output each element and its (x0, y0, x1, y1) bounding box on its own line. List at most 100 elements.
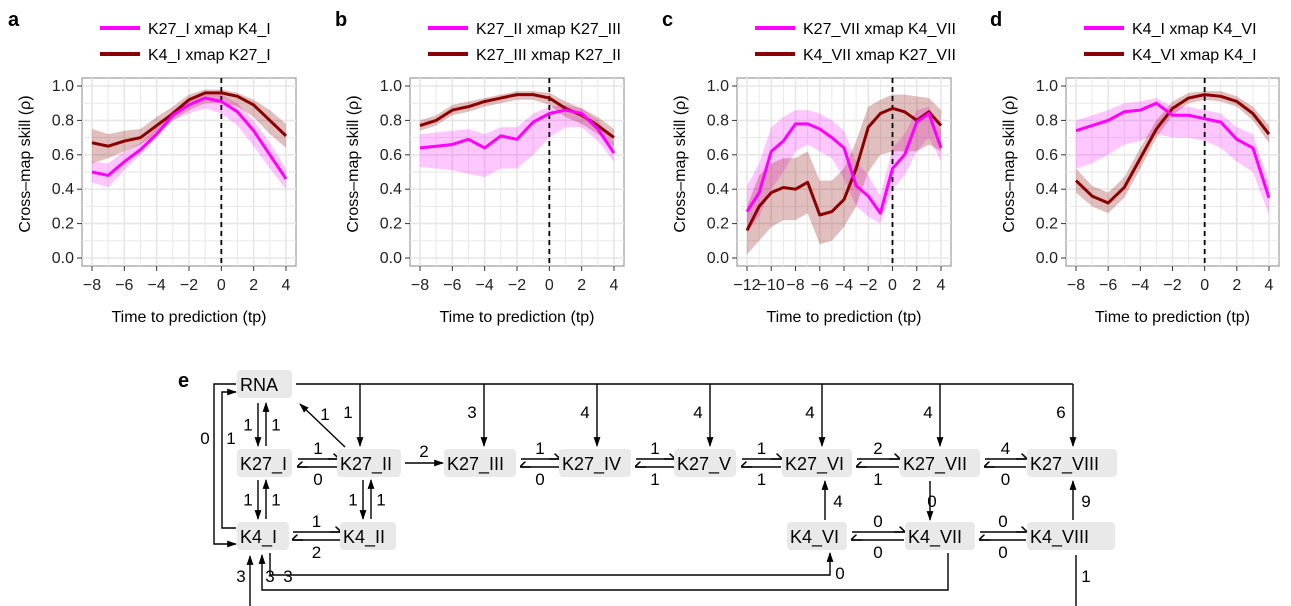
x-axis-label: Time to prediction (tp) (439, 309, 594, 326)
edge-label: 0 (998, 512, 1007, 531)
node-k27-viii-box (1027, 449, 1117, 477)
x-tick-label: −6 (443, 277, 461, 294)
x-tick-label: −2 (859, 277, 877, 294)
network-edges (213, 383, 1077, 606)
node-k27-iii: K27_III (447, 454, 504, 475)
node-rna: RNA (240, 375, 278, 395)
y-tick-label: 0.0 (1036, 250, 1058, 267)
x-tick-label: −4 (148, 277, 166, 294)
series-line (91, 91, 288, 148)
panel-label: c (662, 9, 673, 31)
edge-label: 1 (271, 491, 280, 510)
edge-k4i-rna (221, 388, 237, 529)
network-nodes: RNA K27_I K27_II K27_III K27_IV K27_V K27_VI K2… (237, 370, 1117, 550)
y-tick-label: 1.0 (707, 78, 729, 95)
y-tick-label: 0.2 (1036, 216, 1058, 233)
y-axis-label: Cross–map skill (ρ) (17, 95, 34, 232)
x-tick-label: −6 (1099, 277, 1117, 294)
chart-a: a K27_I xmap K4_I K4_I xmap K27_I 0.0 0.2 0.4… (8, 9, 297, 326)
x-tick-label: 4 (937, 277, 946, 294)
edge-label: 2 (419, 442, 428, 461)
node-k4-vii: K4_VII (908, 527, 962, 548)
node-k27-v-box (674, 449, 736, 477)
x-tick-label: 2 (249, 277, 258, 294)
edge-label: 1 (1081, 567, 1090, 586)
panel-label-e: e (178, 370, 189, 392)
y-tick-label: 1.0 (1036, 78, 1058, 95)
chart-b: b K27_II xmap K27_III K27_III xmap K27_II 0… (335, 9, 625, 326)
y-tick-label: 0.2 (380, 216, 402, 233)
x-tick-label: 4 (1265, 277, 1274, 294)
edge-label: 1 (243, 491, 252, 510)
y-tick-label: 1.0 (380, 78, 402, 95)
y-tick-label: 0.4 (380, 181, 402, 198)
edge-label: 1 (650, 439, 659, 458)
x-tick-label: 0 (1200, 277, 1209, 294)
edge-label: 1 (757, 439, 766, 458)
x-tick-label: 2 (912, 277, 921, 294)
y-tick-label: 0.0 (380, 250, 402, 267)
panel-label: a (8, 9, 20, 31)
edge-label: 3 (236, 567, 245, 586)
chart-c: c K27_VII xmap K4_VII K4_VII xmap K27_VII 0… (662, 9, 956, 326)
confidence-band (747, 106, 941, 233)
node-k4-vi: K4_VI (790, 527, 839, 548)
y-tick-label: 0.0 (707, 250, 729, 267)
legend-label: K27_III xmap K27_II (476, 47, 621, 64)
y-tick-label: 0.4 (707, 181, 729, 198)
edge-label: 1 (343, 403, 352, 422)
x-tick-label: 2 (577, 277, 586, 294)
edge-k4i-k4vi (269, 552, 834, 576)
x-tick-label: −10 (758, 277, 785, 294)
node-k27-iii-box (444, 449, 516, 477)
edge-label: 0 (200, 429, 209, 448)
y-tick-label: 0.8 (380, 112, 402, 129)
edge-label: 9 (1081, 492, 1090, 511)
x-tick-label: −12 (733, 277, 760, 294)
edge-label: 6 (1056, 403, 1065, 422)
edge-k27ii-rna (299, 403, 346, 448)
node-k4-i-box (237, 522, 289, 550)
node-k4-viii-box (1027, 522, 1115, 550)
legend-label: K4_VII xmap K27_VII (803, 47, 956, 64)
edge-label: 4 (805, 403, 814, 422)
edge-label: 1 (271, 416, 280, 435)
edge-label: 1 (320, 405, 329, 424)
node-rna-box (237, 370, 292, 398)
panel-label: b (335, 9, 347, 31)
edge-label: 1 (313, 439, 322, 458)
series-line (419, 108, 616, 154)
series-line (1075, 101, 1271, 199)
x-tick-label: −6 (811, 277, 829, 294)
edge-label: 4 (693, 403, 702, 422)
edge-label: 1 (757, 470, 766, 489)
legend-label: K27_VII xmap K4_VII (803, 21, 956, 38)
edge-label: 4 (833, 492, 842, 511)
node-k4-vi-box (787, 522, 847, 550)
y-tick-label: 0.2 (707, 216, 729, 233)
legend-label: K4_I xmap K27_I (148, 47, 271, 64)
node-k27-ii: K27_II (340, 454, 392, 475)
edge-label: 1 (873, 470, 882, 489)
node-k27-iv: K27_IV (562, 454, 621, 475)
series-line (1074, 93, 1271, 205)
x-tick-label: −4 (835, 277, 853, 294)
node-k4-ii: K4_II (343, 527, 385, 548)
confidence-band (1076, 91, 1269, 214)
node-k27-vi-box (782, 449, 852, 477)
confidence-band (1076, 98, 1269, 215)
edge-label: 1 (243, 416, 252, 435)
x-tick-label: −8 (1067, 277, 1085, 294)
y-tick-label: 0.0 (52, 250, 74, 267)
y-tick-label: 0.4 (1036, 181, 1058, 198)
edge-k4vii-k4i (258, 553, 949, 591)
network-diagram: e RNA K27_I K27_II K27_III K27_IV K27_V K27_VI… (178, 370, 1117, 606)
edge-label: 2 (873, 439, 882, 458)
y-axis-label: Cross–map skill (ρ) (345, 95, 362, 232)
node-k27-iv-box (559, 449, 631, 477)
chart-panels: a K27_I xmap K4_I K4_I xmap K27_I 0.0 0.2 0.4… (8, 9, 1280, 326)
x-tick-label: −4 (1131, 277, 1149, 294)
edge-label: 0 (873, 512, 882, 531)
